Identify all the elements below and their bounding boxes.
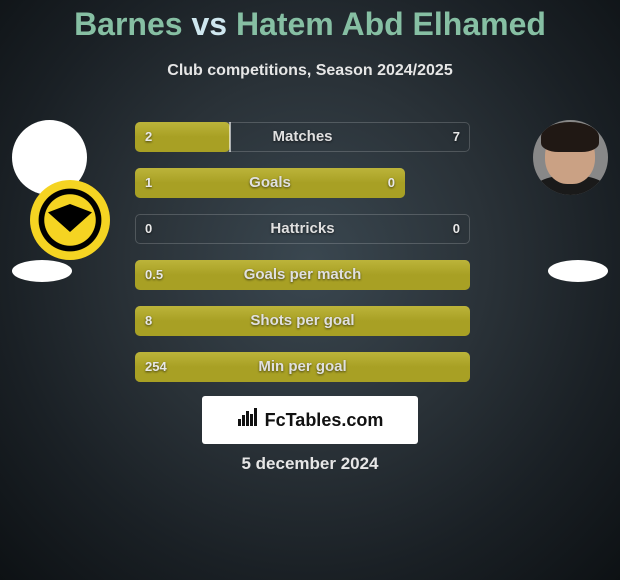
stat-label: Goals per match bbox=[135, 260, 470, 290]
stat-value-left: 1 bbox=[145, 168, 152, 198]
stat-value-right: 0 bbox=[388, 168, 395, 198]
stat-label: Shots per goal bbox=[135, 306, 470, 336]
fctables-label: FcTables.com bbox=[265, 410, 384, 430]
stat-label: Goals bbox=[135, 168, 405, 198]
stat-row: Shots per goal8 bbox=[135, 306, 470, 336]
stat-value-left: 254 bbox=[145, 352, 167, 382]
subtitle: Club competitions, Season 2024/2025 bbox=[0, 62, 620, 80]
stat-label: Min per goal bbox=[135, 352, 470, 382]
stat-bars: Matches27Goals10Hattricks00Goals per mat… bbox=[135, 122, 470, 398]
comparison-title: Barnes vs Hatem Abd Elhamed bbox=[0, 6, 620, 43]
fctables-icon bbox=[237, 397, 259, 445]
comparison-canvas: Barnes vs Hatem Abd Elhamed Club competi… bbox=[0, 0, 620, 580]
stat-row: Goals per match0.5 bbox=[135, 260, 470, 290]
stat-label: Hattricks bbox=[135, 214, 470, 244]
player2-avatar bbox=[533, 120, 608, 195]
stat-row: Goals1 0 bbox=[135, 168, 470, 198]
stat-row: Hattricks0 0 bbox=[135, 214, 470, 244]
stat-row: Matches2 7 bbox=[135, 122, 470, 152]
date-label: 5 december 2024 bbox=[0, 454, 620, 474]
fctables-badge: FcTables.com bbox=[202, 396, 418, 444]
stat-row: Min per goal254 bbox=[135, 352, 470, 382]
stat-value-right: 0 bbox=[453, 214, 460, 244]
stat-label: Matches bbox=[135, 122, 470, 152]
player1-name: Barnes bbox=[74, 6, 183, 42]
stat-value-left: 0 bbox=[145, 214, 152, 244]
stat-value-right: 7 bbox=[453, 122, 460, 152]
left-oval-decor bbox=[12, 260, 72, 282]
right-oval-decor bbox=[548, 260, 608, 282]
stat-value-left: 0.5 bbox=[145, 260, 163, 290]
stat-value-left: 8 bbox=[145, 306, 152, 336]
title-vs: vs bbox=[191, 6, 227, 42]
stat-value-left: 2 bbox=[145, 122, 152, 152]
club-logo-icon bbox=[30, 180, 110, 260]
player2-name: Hatem Abd Elhamed bbox=[236, 6, 546, 42]
